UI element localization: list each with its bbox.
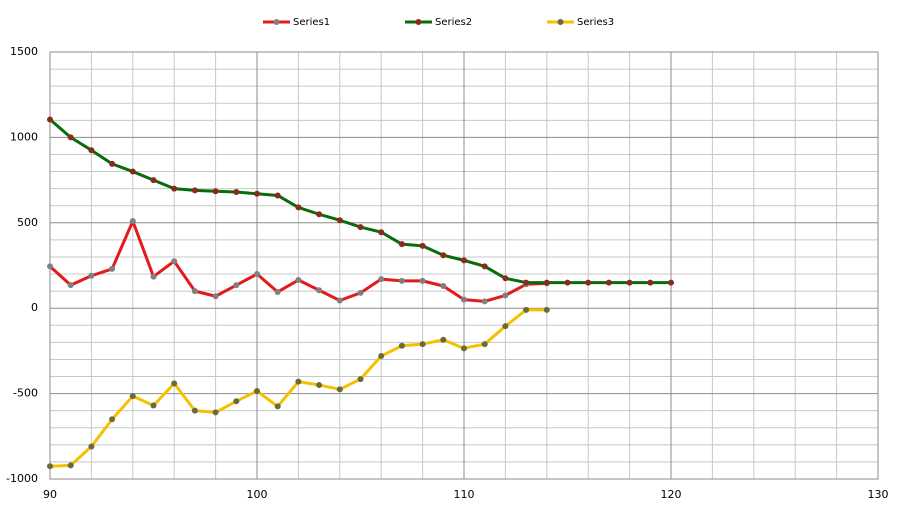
point bbox=[47, 463, 53, 470]
point bbox=[461, 345, 467, 352]
point bbox=[668, 279, 674, 286]
point bbox=[150, 177, 157, 184]
x-tick-label: 100 bbox=[247, 488, 268, 501]
point bbox=[109, 416, 116, 423]
legend-label: Series1 bbox=[293, 17, 330, 28]
point bbox=[88, 272, 95, 279]
point bbox=[295, 378, 302, 385]
point bbox=[254, 271, 260, 278]
point bbox=[212, 188, 219, 195]
point bbox=[295, 204, 302, 211]
point bbox=[67, 462, 74, 469]
y-tick-label: 0 bbox=[31, 301, 38, 314]
legend-marker bbox=[557, 19, 564, 25]
point bbox=[212, 293, 219, 300]
point bbox=[233, 189, 240, 196]
point bbox=[440, 282, 447, 289]
point bbox=[419, 242, 426, 249]
point bbox=[585, 279, 592, 286]
point bbox=[150, 273, 157, 280]
legend-marker bbox=[273, 19, 280, 25]
point bbox=[440, 252, 447, 259]
x-tick-label: 110 bbox=[454, 488, 475, 501]
point bbox=[357, 289, 364, 296]
point bbox=[481, 341, 488, 348]
point bbox=[461, 296, 467, 303]
point bbox=[502, 323, 509, 330]
y-tick-label: 500 bbox=[17, 216, 38, 229]
point bbox=[398, 342, 405, 349]
point bbox=[378, 229, 385, 236]
point bbox=[357, 224, 364, 231]
point bbox=[274, 403, 281, 410]
point bbox=[316, 211, 323, 218]
point bbox=[67, 134, 74, 141]
point bbox=[150, 402, 157, 409]
point bbox=[502, 292, 509, 299]
legend-label: Series2 bbox=[435, 17, 472, 28]
point bbox=[398, 241, 405, 248]
point bbox=[295, 277, 302, 284]
point bbox=[523, 306, 530, 313]
point bbox=[233, 282, 240, 289]
point bbox=[543, 279, 550, 286]
point bbox=[67, 282, 74, 289]
point bbox=[316, 382, 323, 389]
point bbox=[129, 218, 136, 225]
point bbox=[398, 277, 405, 284]
point bbox=[543, 306, 550, 313]
point bbox=[88, 147, 95, 154]
point bbox=[440, 336, 447, 343]
point bbox=[378, 353, 385, 360]
point bbox=[336, 386, 343, 393]
point bbox=[191, 187, 198, 194]
point bbox=[274, 192, 281, 199]
y-tick-label: 1500 bbox=[10, 45, 38, 58]
point bbox=[481, 298, 488, 305]
point bbox=[647, 279, 654, 286]
point bbox=[191, 288, 198, 295]
y-tick-label: -1000 bbox=[6, 472, 38, 485]
point bbox=[419, 341, 426, 348]
point bbox=[564, 279, 571, 286]
point bbox=[88, 443, 95, 450]
point bbox=[191, 407, 198, 414]
x-tick-label: 120 bbox=[661, 488, 682, 501]
point bbox=[419, 277, 426, 284]
x-tick-label: 90 bbox=[43, 488, 57, 501]
point bbox=[171, 185, 178, 192]
point bbox=[109, 160, 116, 167]
point bbox=[109, 265, 116, 272]
point bbox=[357, 376, 364, 383]
series-line bbox=[49, 118, 671, 285]
point bbox=[316, 287, 323, 294]
point bbox=[129, 168, 136, 175]
point bbox=[336, 297, 343, 304]
point bbox=[233, 398, 240, 405]
point bbox=[378, 276, 385, 283]
y-tick-label: 1000 bbox=[10, 130, 38, 143]
point bbox=[254, 388, 260, 395]
point bbox=[481, 263, 488, 270]
x-tick-label: 130 bbox=[868, 488, 889, 501]
point bbox=[212, 409, 219, 416]
legend-label: Series3 bbox=[577, 17, 614, 28]
point bbox=[171, 258, 178, 265]
point bbox=[523, 279, 530, 286]
point bbox=[47, 116, 53, 123]
point bbox=[626, 279, 633, 286]
point bbox=[47, 263, 53, 270]
point bbox=[461, 257, 467, 264]
point bbox=[254, 190, 260, 197]
point bbox=[502, 275, 509, 282]
point bbox=[605, 279, 612, 286]
point bbox=[336, 217, 343, 224]
legend-marker bbox=[415, 19, 422, 25]
point bbox=[171, 380, 178, 387]
point bbox=[129, 393, 136, 400]
y-tick-label: -500 bbox=[13, 387, 38, 400]
point bbox=[274, 288, 281, 295]
